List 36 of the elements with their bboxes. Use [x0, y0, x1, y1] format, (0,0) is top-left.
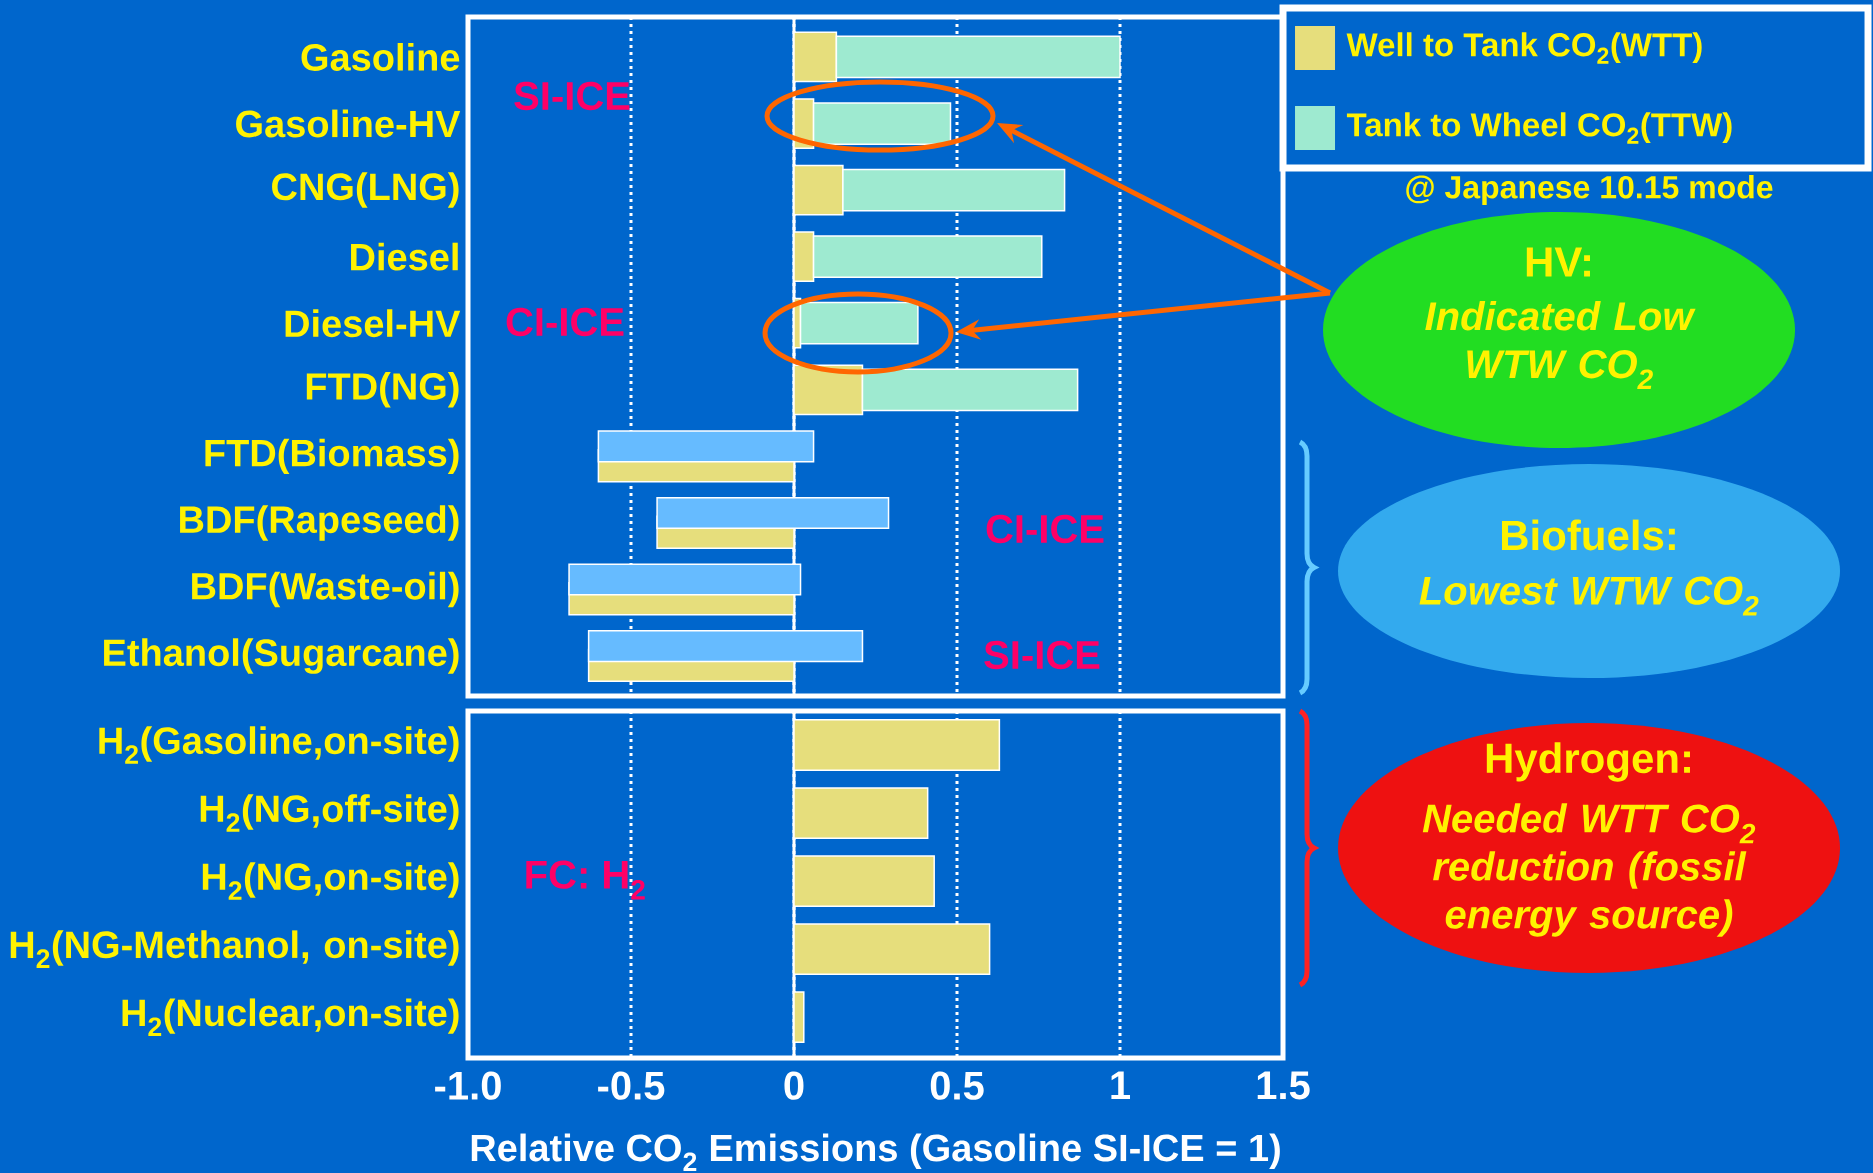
text: Indicated Low WTW CO$_{2}$	[1425, 301, 1696, 389]
y-tick-label: BDF(Waste-oil)	[192, 571, 459, 608]
text: Biofuels:	[1501, 519, 1675, 551]
y-tick-label: Diesel-HV	[285, 309, 461, 338]
annotation: SI-ICE	[514, 81, 630, 111]
y-tick-label: H$_{2}$(NG,off-site)	[200, 794, 459, 832]
x-tick-label: -0.5	[598, 1071, 665, 1100]
annotation: SI-ICE	[984, 640, 1100, 670]
y-tick-label: FTD(NG)	[306, 372, 459, 408]
x-tick-label: 0.5	[930, 1071, 984, 1100]
legend-label: Tank to Wheel CO$_{2}$(TTW)	[1346, 112, 1732, 144]
text: HV:	[1526, 247, 1590, 277]
y-tick-label: CNG(LNG)	[272, 172, 459, 208]
x-axis-title: Relative CO$_{2}$ Emissions (Gasoline SI-ICE = 1)	[471, 1133, 1280, 1172]
text: @ Japanese 10.15 mode	[1406, 175, 1773, 205]
annotation: CI-ICE	[986, 514, 1104, 544]
y-tick-label: BDF(Rapeseed)	[180, 505, 459, 541]
annotation: CI-ICE	[506, 307, 624, 337]
x-tick-label: -1.0	[435, 1071, 501, 1100]
x-tick-label: 1	[1111, 1071, 1131, 1100]
text: Hydrogen:	[1486, 742, 1690, 782]
text: Needed WTT CO$_{2}$ reduction (fossil energy source)	[1422, 803, 1756, 937]
y-tick-label: H$_{2}$(NG-Methanol, on-site)	[10, 930, 459, 968]
y-tick-label: H$_{2}$(Gasoline,on-site)	[99, 726, 459, 764]
annotation: FC: H$_{2}$	[526, 860, 645, 900]
x-tick-label: 1.5	[1257, 1071, 1310, 1100]
y-tick-label: Ethanol(Sugarcane)	[104, 638, 459, 674]
x-tick-label: 0	[784, 1071, 804, 1100]
y-tick-label: FTD(Biomass)	[205, 438, 459, 475]
text: Lowest WTW CO$_{2}$	[1419, 576, 1759, 616]
legend-label: Well to Tank CO$_{2}$(WTT)	[1346, 32, 1702, 64]
y-tick-label: Gasoline-HV	[236, 109, 461, 138]
y-tick-label: H$_{2}$(Nuclear,on-site)	[122, 998, 459, 1036]
y-tick-label: Gasoline	[301, 42, 460, 71]
y-tick-label: Diesel	[351, 242, 458, 271]
y-tick-label: H$_{2}$(NG,on-site)	[202, 862, 459, 900]
